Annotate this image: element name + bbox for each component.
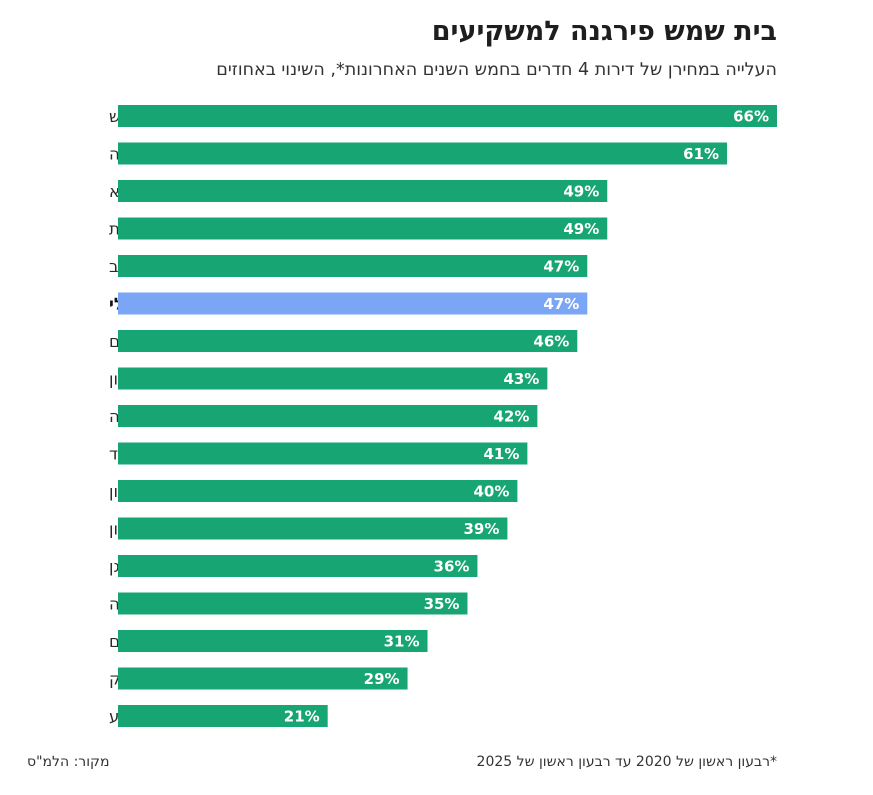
bar-value-label: 61% <box>683 145 719 163</box>
bar <box>118 442 528 465</box>
bar-value-label: 31% <box>384 633 420 651</box>
bar <box>118 555 478 577</box>
bar <box>118 330 578 352</box>
bar <box>118 180 608 202</box>
bar-value-label: 49% <box>563 220 599 238</box>
bar <box>118 405 538 427</box>
bar <box>118 367 548 390</box>
bar-row: אשקלון43% <box>109 367 548 390</box>
chart-footnote: *רבעון ראשון של 2020 עד רבעון ראשון של 2… <box>476 754 777 770</box>
chart-source: מקור: הלמ"ס <box>27 754 110 770</box>
bar-row: חיפה35% <box>109 592 468 615</box>
bar-row: פתח תקווה42% <box>109 405 538 427</box>
bar-row: בני ברק29% <box>109 667 408 690</box>
bar-value-label: 46% <box>533 333 569 351</box>
bar-value-label: 21% <box>284 708 320 726</box>
bar <box>118 630 428 652</box>
bar-row: חולון40% <box>109 480 518 502</box>
chart-title: בית שמש פירגנה למשקיעים <box>431 16 777 47</box>
bar-row: נתניה61% <box>109 142 728 165</box>
bar-value-label: 47% <box>543 258 579 276</box>
bar-value-label: 36% <box>434 558 470 576</box>
bar <box>118 217 608 240</box>
bar <box>118 667 408 690</box>
bar-value-label: 66% <box>733 108 769 126</box>
bar <box>118 142 728 165</box>
bar-value-label: 42% <box>493 408 529 426</box>
highlight-bar <box>118 292 588 315</box>
bar-row: ירושלים46% <box>109 330 578 352</box>
bar-row: תל אביב47% <box>109 255 588 277</box>
bar-value-label: 47% <box>543 295 579 313</box>
bar-row: באר שבע21% <box>109 705 328 727</box>
bar <box>118 105 777 127</box>
bar-value-label: 41% <box>483 445 519 463</box>
bar-row: אשדוד41% <box>109 442 528 465</box>
bar-value-label: 40% <box>473 483 509 501</box>
bar-row: בית שמש66% <box>109 105 777 127</box>
bar <box>118 592 468 615</box>
bar-value-label: 39% <box>464 520 500 538</box>
bar-row: ראשון לציון39% <box>109 517 508 540</box>
bar <box>118 517 508 540</box>
bar-row: כפר סבא49% <box>109 180 608 202</box>
bar <box>118 480 518 502</box>
bar-value-label: 49% <box>563 183 599 201</box>
bar-value-label: 29% <box>364 670 400 688</box>
bar-value-label: 35% <box>424 595 460 613</box>
bar-row: רחובות49% <box>109 217 608 240</box>
bar-value-label: 43% <box>503 370 539 388</box>
bar <box>118 255 588 277</box>
bar <box>118 705 328 727</box>
bar-row: כללי47% <box>109 292 588 315</box>
chart-subtitle: העלייה במחירן של דירות 4 חדרים בחמש השני… <box>216 60 777 80</box>
